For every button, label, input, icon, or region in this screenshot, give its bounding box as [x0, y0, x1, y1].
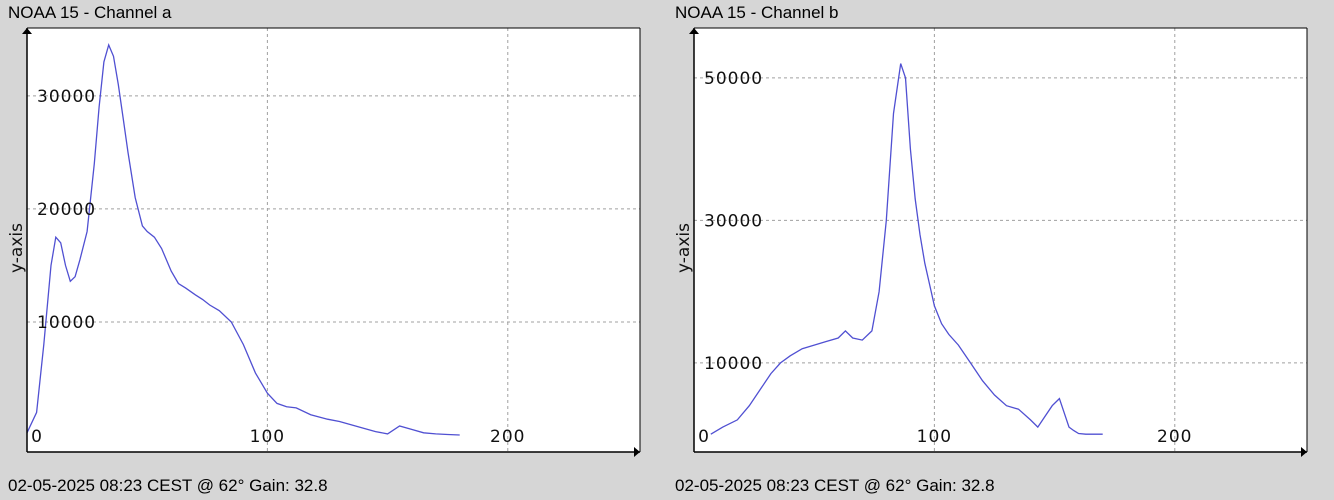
y-axis-arrowhead: [22, 28, 32, 34]
x-tick-label: 0: [31, 427, 43, 447]
y-tick-label: 20000: [37, 200, 96, 220]
chart-title: NOAA 15 - Channel a: [8, 3, 172, 22]
x-axis-arrowhead: [1301, 447, 1307, 457]
series-line: [710, 63, 1103, 435]
plot-area: 0 100 200 10000 30000 50000 y-axis: [674, 27, 1308, 457]
plot-background: [694, 28, 1307, 452]
x-tick-label: 100: [250, 427, 285, 447]
plot-area: 0 100 200 10000 20000 30000 y-axis: [7, 27, 641, 457]
plot-background: [27, 28, 640, 452]
series-line: [26, 43, 460, 436]
chart-title: NOAA 15 - Channel b: [675, 3, 839, 22]
chart-footer-status: 02-05-2025 08:23 CEST @ 62° Gain: 32.8: [675, 476, 995, 495]
x-tick-label: 200: [1157, 427, 1192, 447]
x-tick-label: 100: [917, 427, 952, 447]
chart-panel-channel-b: NOAA 15 - Channel b 0 100 200 10000 30000 500…: [667, 0, 1334, 500]
y-axis-label: y-axis: [674, 223, 694, 273]
y-tick-label: 30000: [37, 87, 96, 107]
y-axis-arrowhead: [689, 28, 699, 34]
y-axis-label: y-axis: [7, 223, 27, 273]
x-tick-label: 200: [490, 427, 525, 447]
y-tick-label: 10000: [37, 313, 96, 333]
y-tick-label: 10000: [704, 354, 763, 374]
chart-footer-status: 02-05-2025 08:23 CEST @ 62° Gain: 32.8: [8, 476, 328, 495]
y-tick-label: 30000: [704, 211, 763, 231]
chart-panel-channel-a: NOAA 15 - Channel a 0 100 200 10000 20000 300…: [7, 3, 641, 495]
x-tick-label: 0: [698, 427, 710, 447]
x-axis-arrowhead: [634, 447, 640, 457]
y-tick-label: 50000: [704, 69, 763, 89]
